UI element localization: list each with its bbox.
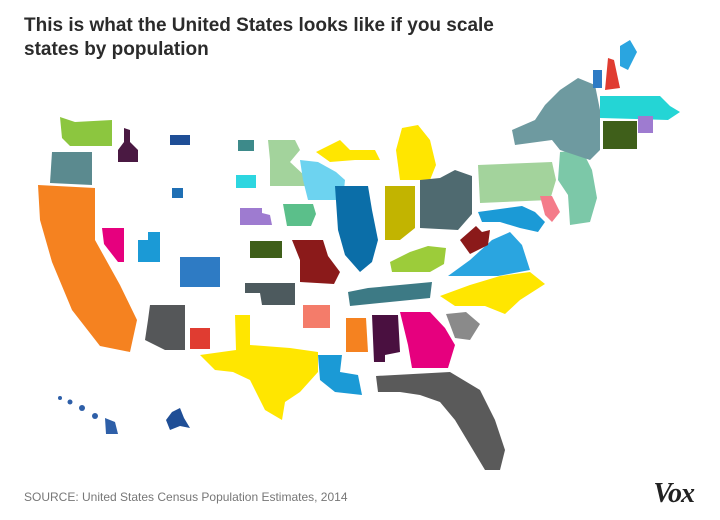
vermont [593,70,602,88]
ohio [420,170,472,230]
georgia [400,312,455,368]
florida [376,372,505,470]
hawaii-island [67,399,73,405]
north-carolina [440,272,545,314]
wisconsin [300,160,345,200]
michigan-upper [316,140,380,162]
hawaii [58,396,118,434]
south-dakota [236,175,256,188]
washington [60,117,112,146]
kansas [250,241,282,258]
connecticut [603,121,637,149]
south-carolina [446,312,480,340]
source-note: SOURCE: United States Census Population … [24,490,348,504]
rhode-island [638,116,653,133]
montana [170,135,190,145]
logo: Vox [653,478,695,509]
alabama [372,315,400,362]
virginia [448,232,530,276]
pennsylvania [478,162,556,203]
arizona [145,305,185,350]
missouri [292,240,340,284]
nevada [102,228,124,262]
hawaii-island [105,418,118,434]
new-jersey [558,150,597,225]
west-virginia [460,226,490,254]
kentucky [390,246,446,272]
louisiana [318,355,362,395]
mississippi [346,318,368,352]
hawaii-island [79,405,85,411]
hawaii-island [58,396,62,400]
wyoming [172,188,183,198]
hawaii-island [92,413,98,419]
arkansas [303,305,330,328]
massachusetts [600,96,680,120]
texas [200,315,318,420]
oregon [50,152,92,185]
colorado [180,257,220,287]
alaska [166,408,190,430]
minnesota [268,140,305,186]
title: This is what the United States looks lik… [24,15,494,60]
north-dakota [238,140,254,151]
iowa [283,204,316,226]
new-york [512,78,600,160]
nebraska [240,208,272,225]
maine [620,40,637,70]
new-hampshire [605,58,620,90]
idaho [118,128,138,162]
utah [138,232,160,262]
indiana [385,186,415,240]
new-mexico [190,328,210,349]
michigan [396,125,436,180]
delaware [540,196,560,222]
oklahoma [245,283,295,305]
tennessee [348,282,432,306]
illinois [335,186,378,272]
maryland [478,206,545,232]
california [38,185,137,352]
